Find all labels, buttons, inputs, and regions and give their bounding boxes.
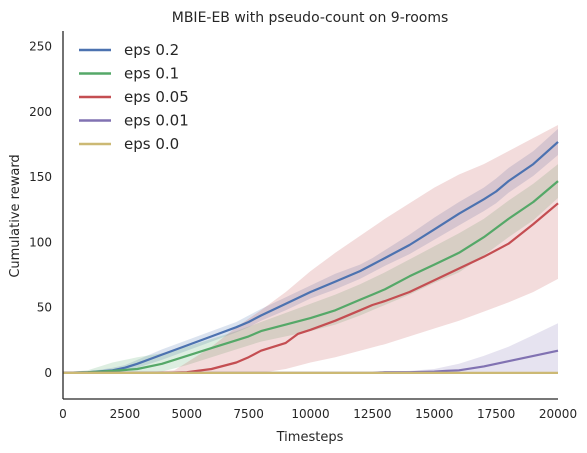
band-eps-0-05 xyxy=(63,125,558,373)
y-tick-label: 250 xyxy=(29,40,52,54)
x-tick-label: 7500 xyxy=(233,407,264,421)
y-tick-label: 100 xyxy=(29,235,52,249)
chart-title: MBIE-EB with pseudo-count on 9-rooms xyxy=(172,10,449,26)
legend-label-eps-0-0: eps 0.0 xyxy=(124,135,179,153)
x-tick-label: 10000 xyxy=(291,407,329,421)
x-tick-label: 12500 xyxy=(353,407,391,421)
legend: eps 0.2 eps 0.1 eps 0.05 eps 0.01 eps 0.0 xyxy=(79,41,189,153)
y-tick-label: 50 xyxy=(37,301,52,315)
y-tick-label: 200 xyxy=(29,105,52,119)
x-axis-title: Timesteps xyxy=(276,430,344,445)
y-tick-label: 150 xyxy=(29,170,52,184)
legend-label-eps-0-2: eps 0.2 xyxy=(124,41,179,59)
x-tick-label: 17500 xyxy=(477,407,515,421)
band-eps-0-01 xyxy=(63,323,558,373)
series-line-eps-0-1 xyxy=(62,180,559,374)
y-axis-ticks: 0 50 100 150 200 250 xyxy=(29,40,52,380)
x-tick-label: 0 xyxy=(59,407,67,421)
series-line-eps-0-2 xyxy=(62,141,559,374)
x-tick-label: 2500 xyxy=(110,407,141,421)
x-axis-ticks: 0 2500 5000 7500 10000 12500 15000 17500 20000 xyxy=(59,407,577,421)
x-tick-label: 20000 xyxy=(539,407,577,421)
y-tick-label: 0 xyxy=(44,366,52,380)
legend-label-eps-0-05: eps 0.05 xyxy=(124,88,189,106)
series-lines xyxy=(62,141,559,374)
confidence-bands xyxy=(63,125,558,373)
x-tick-label: 15000 xyxy=(415,407,453,421)
series-line-eps-0-05 xyxy=(63,202,559,374)
legend-label-eps-0-01: eps 0.01 xyxy=(124,112,189,130)
x-tick-label: 5000 xyxy=(171,407,202,421)
y-axis-title: Cumulative reward xyxy=(8,154,23,277)
axes xyxy=(62,31,558,400)
legend-label-eps-0-1: eps 0.1 xyxy=(124,65,179,83)
